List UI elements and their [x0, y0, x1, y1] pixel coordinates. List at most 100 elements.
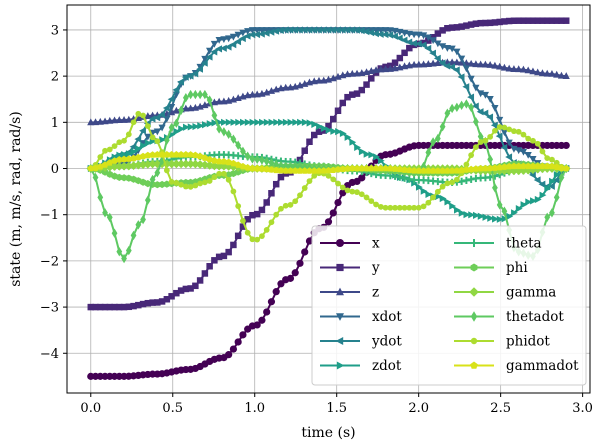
data-point-ydot — [376, 30, 384, 38]
data-point-zdot — [525, 198, 533, 206]
data-point-ydot — [476, 108, 484, 116]
data-point-gammadot — [410, 167, 418, 174]
data-point-gammadot — [391, 165, 399, 172]
legend-item-y: y — [320, 260, 380, 276]
series-gammadot — [87, 151, 570, 174]
data-point-y — [249, 211, 256, 219]
data-point-phidot — [487, 133, 494, 140]
data-point-xdot — [372, 27, 380, 34]
data-point-phidot — [102, 147, 108, 154]
data-point-phidot — [187, 184, 194, 190]
data-point-ydot — [162, 104, 170, 112]
x-tick-label: 1.5 — [326, 401, 347, 416]
data-point-phidot — [463, 161, 470, 168]
data-point-gammadot — [377, 164, 385, 172]
data-point-gammadot — [467, 165, 475, 173]
data-point-y — [154, 299, 161, 306]
data-point-x — [562, 141, 570, 150]
data-point-ydot — [414, 40, 422, 48]
y-tick-label: 3 — [51, 23, 59, 38]
data-point-zdot — [178, 125, 186, 133]
data-point-ydot — [348, 26, 356, 34]
data-point-ydot — [234, 37, 242, 46]
data-point-gammadot — [358, 164, 366, 172]
data-point-ydot — [167, 95, 175, 103]
data-point-ydot — [452, 66, 460, 74]
data-point-gamma — [523, 165, 533, 175]
data-point-xdot — [453, 48, 461, 56]
data-point-phi — [158, 180, 166, 189]
data-point-gammadot — [529, 162, 537, 170]
data-point-zdot — [553, 171, 561, 179]
data-point-phidot — [453, 176, 460, 183]
data-point-y — [558, 17, 565, 24]
data-point-gammadot — [500, 163, 508, 170]
y-axis-label: state (m, m/s, rad, rad/s) — [8, 111, 24, 287]
data-point-y — [358, 86, 366, 94]
data-point-gammadot — [210, 157, 218, 164]
data-point-gammadot — [177, 151, 185, 158]
data-point-ydot — [272, 27, 280, 35]
data-point-y — [120, 303, 128, 311]
data-point-y — [339, 99, 347, 107]
data-point-x — [263, 308, 271, 316]
data-point-thetadot — [192, 89, 199, 100]
data-point-gammadot — [486, 164, 494, 172]
data-point-zdot — [377, 157, 385, 165]
data-point-gammadot — [415, 167, 423, 174]
data-point-gammadot — [244, 164, 252, 171]
data-point-z — [282, 83, 290, 91]
data-point-phidot — [473, 144, 479, 151]
data-point-thetadot — [244, 151, 251, 161]
data-point-ydot — [338, 26, 346, 34]
legend-marker-theta — [470, 239, 478, 247]
data-point-ydot — [429, 49, 436, 57]
data-point-phidot — [515, 128, 522, 135]
data-point-ydot — [353, 26, 360, 34]
data-point-xdot — [529, 155, 537, 163]
data-point-y — [220, 252, 228, 260]
data-point-zdot — [144, 139, 152, 147]
legend-marker-z — [336, 287, 344, 296]
data-point-gammadot — [472, 165, 480, 172]
data-point-y — [434, 30, 442, 37]
data-point-ydot — [319, 26, 327, 34]
data-point-xdot — [153, 128, 161, 136]
data-point-phidot — [192, 182, 199, 189]
data-point-phi — [230, 169, 237, 178]
data-point-gammadot — [520, 162, 527, 170]
data-point-z — [538, 69, 547, 77]
data-point-gammadot — [481, 164, 489, 172]
y-tick-label: −1 — [40, 208, 59, 223]
data-point-zdot — [320, 124, 328, 133]
data-point-z — [410, 60, 418, 68]
data-point-phidot — [249, 236, 256, 243]
data-point-ydot — [419, 41, 427, 49]
data-point-z — [472, 60, 480, 68]
data-point-phidot — [525, 135, 532, 142]
data-point-y — [173, 289, 180, 297]
data-point-zdot — [501, 215, 509, 223]
data-point-z — [486, 60, 494, 68]
data-point-thetadot — [553, 192, 560, 203]
data-point-thetadot — [420, 161, 427, 172]
data-point-phidot — [116, 139, 123, 146]
data-point-thetadot — [254, 154, 261, 165]
data-point-phidot — [140, 112, 146, 119]
data-point-gammadot — [458, 166, 466, 174]
data-point-y — [101, 303, 109, 311]
data-point-y — [268, 190, 275, 197]
y-tick-label: 0 — [51, 162, 59, 177]
data-point-gammadot — [153, 151, 161, 158]
data-point-ydot — [548, 182, 555, 190]
data-point-gammadot — [491, 164, 499, 171]
data-point-z — [315, 76, 323, 84]
data-point-thetadot — [197, 89, 204, 100]
data-point-phi — [139, 178, 147, 186]
data-point-xdot — [244, 28, 252, 35]
data-point-y — [406, 44, 413, 52]
data-point-gammadot — [115, 156, 123, 163]
data-point-zdot — [192, 122, 200, 131]
data-point-thetadot — [211, 110, 218, 121]
data-point-xdot — [429, 37, 437, 45]
